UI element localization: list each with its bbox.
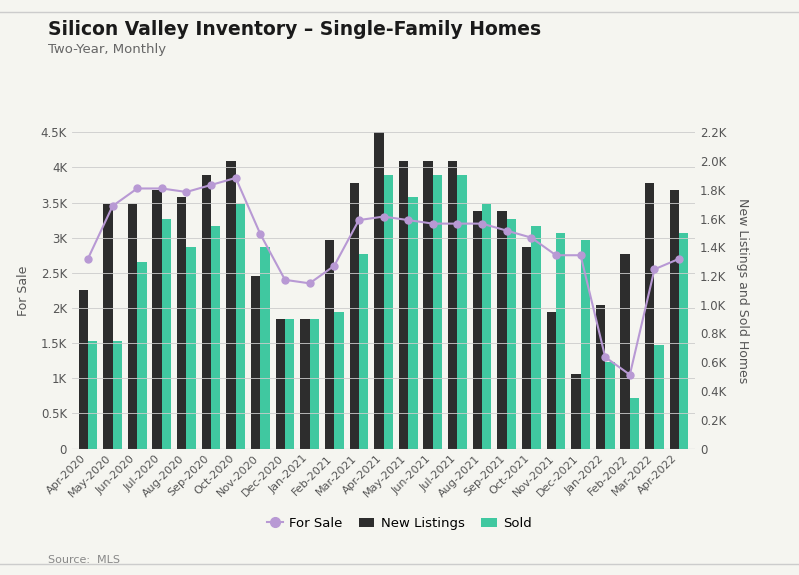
Bar	[679, 233, 689, 448]
Text: Source:  MLS: Source: MLS	[48, 555, 120, 565]
For Sale	[108, 202, 117, 209]
Bar	[408, 197, 418, 448]
Bar	[433, 175, 442, 448]
Bar	[325, 240, 334, 448]
For Sale	[354, 217, 364, 224]
For Sale	[502, 227, 511, 234]
For Sale	[157, 185, 167, 192]
For Sale	[256, 231, 265, 237]
Bar	[645, 183, 654, 448]
Bar	[300, 319, 310, 448]
Bar	[571, 374, 581, 448]
Bar	[285, 319, 294, 448]
For Sale	[329, 262, 339, 269]
Bar	[473, 211, 482, 448]
For Sale	[280, 277, 290, 283]
Bar	[162, 218, 171, 448]
Y-axis label: For Sale: For Sale	[17, 265, 30, 316]
Bar	[507, 218, 516, 448]
Bar	[211, 225, 221, 448]
Bar	[88, 340, 97, 448]
Bar	[374, 132, 384, 448]
Bar	[201, 175, 211, 448]
Bar	[670, 190, 679, 448]
Bar	[153, 190, 162, 448]
Bar	[457, 175, 467, 448]
For Sale	[477, 220, 487, 227]
For Sale	[305, 280, 315, 287]
Bar	[236, 204, 245, 448]
For Sale	[231, 174, 240, 181]
Text: Two-Year, Monthly: Two-Year, Monthly	[48, 43, 166, 56]
Line: For Sale: For Sale	[85, 174, 682, 378]
Bar	[596, 305, 605, 448]
Bar	[128, 204, 137, 448]
Bar	[423, 161, 433, 448]
Bar	[260, 247, 270, 448]
For Sale	[452, 220, 462, 227]
For Sale	[403, 217, 413, 224]
For Sale	[379, 213, 388, 220]
For Sale	[428, 220, 438, 227]
Bar	[103, 204, 113, 448]
Bar	[556, 233, 566, 448]
Bar	[605, 362, 614, 448]
Bar	[137, 262, 146, 448]
Legend: For Sale, New Listings, Sold: For Sale, New Listings, Sold	[262, 512, 537, 535]
Bar	[276, 319, 285, 448]
For Sale	[576, 252, 586, 259]
Bar	[251, 276, 260, 448]
Bar	[654, 345, 664, 448]
Bar	[384, 175, 393, 448]
Bar	[359, 254, 368, 448]
For Sale	[83, 255, 93, 262]
For Sale	[551, 252, 561, 259]
For Sale	[674, 255, 684, 262]
Bar	[630, 398, 639, 448]
Bar	[399, 161, 408, 448]
Bar	[334, 312, 344, 448]
For Sale	[625, 371, 634, 378]
For Sale	[527, 234, 536, 241]
Bar	[113, 340, 122, 448]
Bar	[226, 161, 236, 448]
Bar	[310, 319, 319, 448]
Bar	[621, 254, 630, 448]
Bar	[177, 197, 186, 448]
For Sale	[600, 354, 610, 361]
Bar	[186, 247, 196, 448]
For Sale	[206, 182, 216, 189]
Bar	[531, 225, 541, 448]
Bar	[448, 161, 457, 448]
Bar	[547, 312, 556, 448]
Y-axis label: New Listings and Sold Homes: New Listings and Sold Homes	[736, 198, 749, 383]
Bar	[581, 240, 590, 448]
Bar	[349, 183, 359, 448]
For Sale	[650, 266, 659, 273]
For Sale	[181, 189, 191, 196]
Bar	[522, 247, 531, 448]
For Sale	[133, 185, 142, 192]
Bar	[497, 211, 507, 448]
Bar	[78, 290, 88, 448]
Bar	[482, 204, 491, 448]
Text: Silicon Valley Inventory – Single-Family Homes: Silicon Valley Inventory – Single-Family…	[48, 20, 541, 39]
